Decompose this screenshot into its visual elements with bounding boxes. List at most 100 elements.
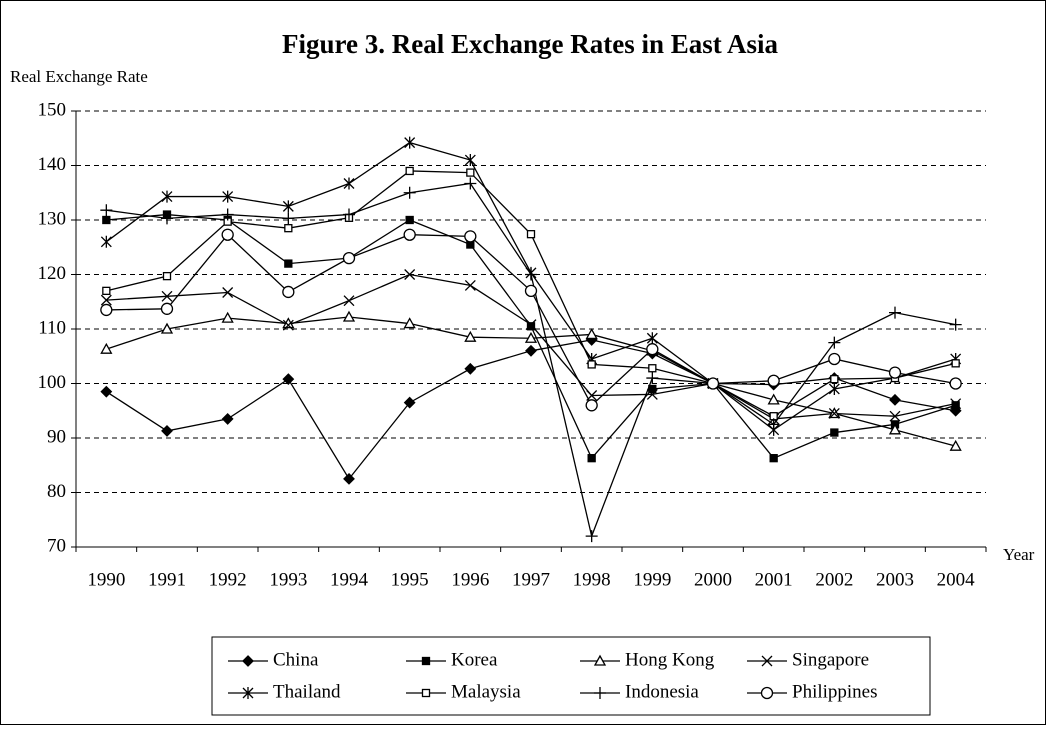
data-point [405,166,414,176]
data-point [888,366,902,379]
data-point [221,208,234,221]
data-point [951,359,960,368]
data-point [646,332,658,345]
data-point [951,401,960,410]
legend-label: Malaysia [451,681,521,702]
data-point [646,372,659,385]
data-point [648,384,657,394]
data-point [466,168,475,177]
y-tick-label: 110 [38,317,66,338]
data-point [100,204,113,217]
data-point [221,413,234,425]
data-point [102,215,111,225]
y-tick-label: 140 [38,154,67,175]
data-point [889,410,901,422]
data-point [343,208,355,221]
x-tick-label: 1994 [330,569,369,590]
data-point [648,364,657,373]
data-point [160,322,174,334]
data-point [949,318,962,331]
x-tick-label: 2001 [755,569,793,590]
data-point [100,385,113,398]
legend-label: China [273,649,319,670]
data-point [282,212,295,225]
data-point [282,319,294,331]
legend-marker [593,654,607,666]
data-point [464,230,477,243]
data-point [526,322,536,331]
data-point [830,428,839,437]
data-point [524,284,538,298]
data-point [282,200,294,213]
data-point [828,382,840,395]
data-point [525,268,537,281]
data-point [464,279,476,291]
data-point [100,294,112,306]
data-point [282,373,295,386]
y-tick-label: 90 [47,426,66,447]
y-tick-label: 150 [38,99,67,120]
chart-title: Figure 3. Real Exchange Rates in East As… [282,29,779,59]
y-tick-label: 70 [47,535,66,556]
data-point [403,317,416,329]
data-point [889,393,901,406]
y-axis-label: Real Exchange Rate [10,67,148,86]
x-tick-label: 2004 [937,569,976,590]
data-point [284,259,293,268]
legend-label: Korea [451,649,498,670]
data-point [403,228,416,241]
data-point [343,177,355,190]
data-point [342,251,356,265]
x-tick-label: 1990 [87,569,125,590]
data-point [706,377,720,390]
data-point [403,396,416,409]
x-tick-label: 1995 [391,569,429,590]
x-axis-label: Year [1003,545,1035,564]
data-point [404,269,416,280]
data-point [828,408,840,419]
data-point [100,235,112,248]
data-point [403,186,416,199]
data-point [222,287,234,298]
data-point [525,319,537,331]
data-point [888,423,902,435]
x-tick-label: 2003 [876,569,914,590]
data-point [405,215,414,225]
data-point [767,418,780,431]
data-point [587,454,596,463]
x-tick-label: 1992 [209,569,247,590]
data-point [769,454,778,463]
data-point [343,295,355,307]
legend-marker [760,686,774,700]
data-point [464,154,476,167]
legend-marker [761,655,773,667]
data-point [586,390,598,401]
data-point [162,271,172,281]
x-tick-label: 1996 [451,569,489,590]
data-point [464,362,477,375]
data-point [282,285,295,299]
legend-label: Indonesia [625,681,699,702]
data-point [524,331,538,343]
legend-marker [242,687,254,699]
data-point [161,190,173,203]
data-point [102,286,111,296]
y-tick-label: 130 [38,208,67,229]
data-point [161,290,173,302]
data-point [828,352,841,366]
legend-box [211,636,931,716]
x-tick-label: 2002 [815,569,853,590]
data-point [585,328,598,340]
data-point [767,393,780,405]
data-point [950,398,962,410]
x-tick-label: 1991 [148,569,186,590]
data-point [342,310,356,322]
data-point [830,374,839,384]
y-tick-label: 80 [47,481,66,502]
data-point [464,177,477,190]
x-tick-label: 1997 [512,569,550,590]
legend-label: Philippines [792,681,878,702]
data-point [646,343,659,356]
data-point [889,306,901,319]
